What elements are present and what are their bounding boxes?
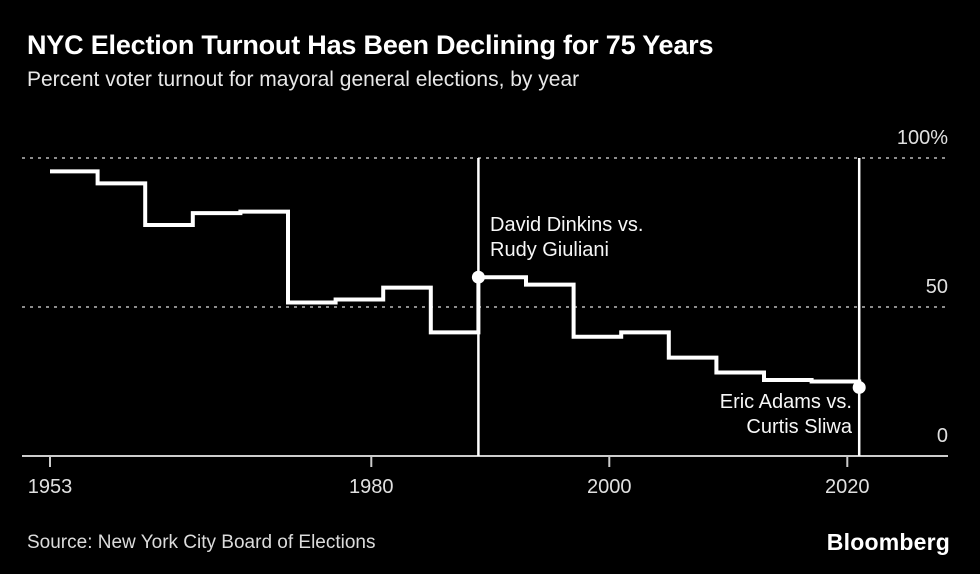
bloomberg-logo: Bloomberg bbox=[826, 529, 950, 555]
y-axis-tick-label: 50 bbox=[926, 276, 948, 298]
annotation-line: Rudy Giuliani bbox=[490, 239, 609, 261]
event-point-dot bbox=[471, 270, 485, 284]
chart-plot-area: 100% 50 0 1953 1980 2000 2020 David Dinkins vs… bbox=[0, 110, 980, 510]
y-axis-tick-label: 100% bbox=[897, 127, 948, 149]
annotation-line: Eric Adams vs. bbox=[719, 391, 852, 413]
annotation-line: David Dinkins vs. bbox=[490, 214, 644, 236]
chart-footer: Source: New York City Board of Elections… bbox=[27, 526, 950, 556]
x-axis-tick-label: 2000 bbox=[587, 476, 632, 498]
annotation-dinkins-giuliani: David Dinkins vs. Rudy Giuliani bbox=[490, 213, 643, 263]
annotation-adams-sliwa: Eric Adams vs. Curtis Sliwa bbox=[720, 390, 852, 440]
annotation-line: Curtis Sliwa bbox=[746, 416, 852, 438]
turnout-step-line bbox=[50, 169, 862, 388]
chart-subtitle: Percent voter turnout for mayoral genera… bbox=[27, 68, 580, 92]
source-attribution: Source: New York City Board of Elections bbox=[27, 532, 376, 553]
event-point-dot bbox=[852, 380, 866, 394]
x-axis-tick-label: 2020 bbox=[825, 476, 870, 498]
turnout-chart-svg: 100% 50 0 1953 1980 2000 2020 bbox=[22, 127, 948, 498]
y-axis-tick-label: 0 bbox=[937, 425, 948, 447]
x-axis-tick-label: 1980 bbox=[349, 476, 394, 498]
chart-title: NYC Election Turnout Has Been Declining … bbox=[27, 30, 714, 60]
chart-header: NYC Election Turnout Has Been Declining … bbox=[27, 30, 960, 92]
x-axis-tick-label: 1953 bbox=[28, 476, 73, 498]
